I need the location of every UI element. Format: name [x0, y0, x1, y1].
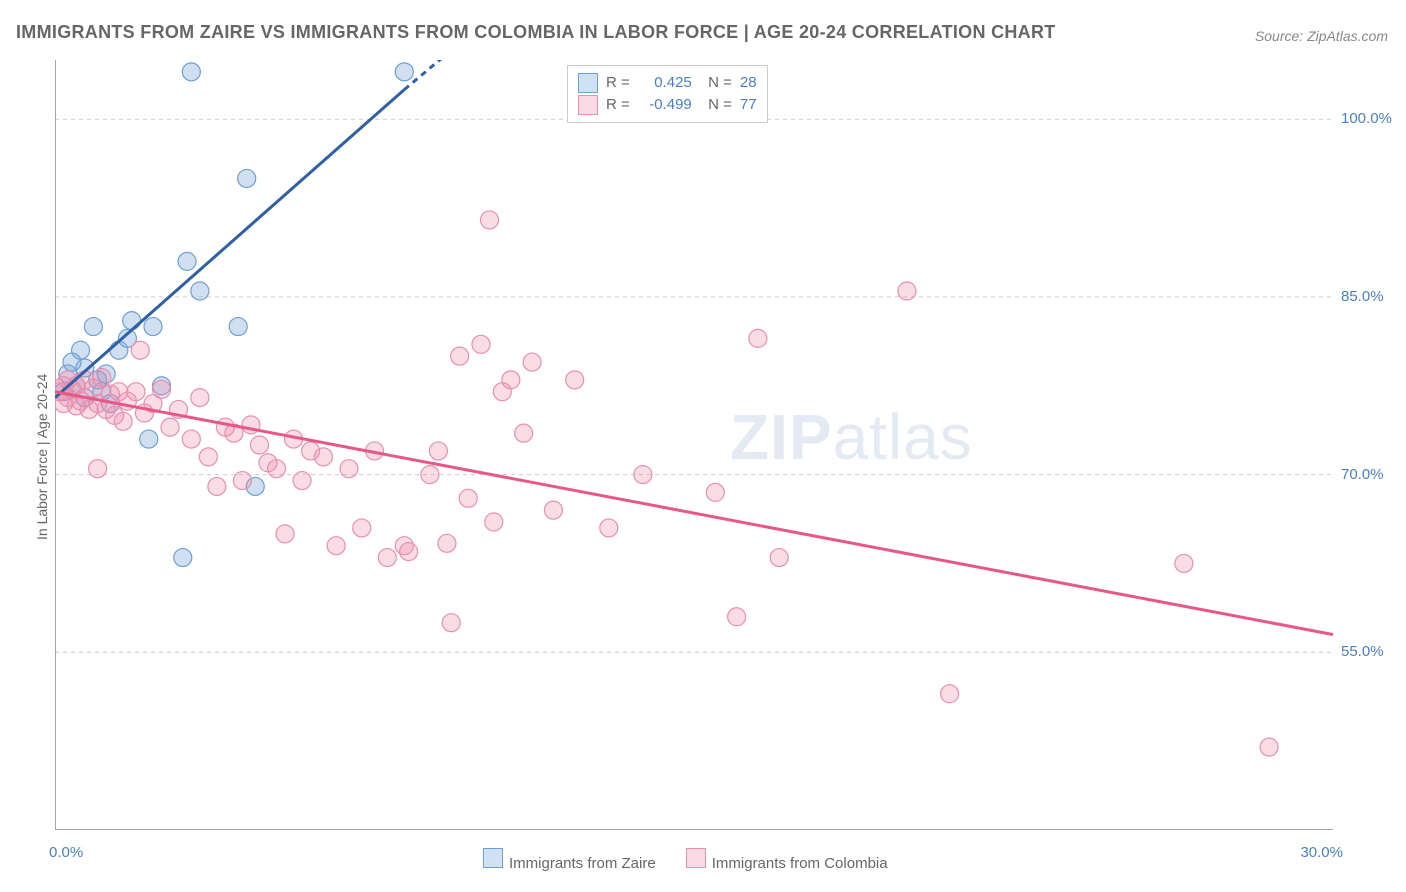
r-label: R =: [606, 94, 630, 116]
n-label: N =: [700, 94, 732, 116]
r-value-colombia: -0.499: [638, 94, 692, 116]
x-tick-label: 30.0%: [1283, 844, 1343, 861]
swatch-colombia-icon: [686, 848, 706, 868]
n-value-colombia: 77: [740, 94, 757, 116]
n-value-zaire: 28: [740, 72, 757, 94]
correlation-legend: R = 0.425 N = 28 R = -0.499 N = 77: [567, 65, 768, 123]
r-label: R =: [606, 72, 630, 94]
scatter-plot: [55, 60, 1333, 830]
swatch-colombia-icon: [578, 95, 598, 115]
y-axis-label: In Labor Force | Age 20-24: [34, 374, 50, 540]
legend-label-colombia: Immigrants from Colombia: [712, 855, 888, 872]
chart-title: IMMIGRANTS FROM ZAIRE VS IMMIGRANTS FROM…: [16, 22, 1056, 43]
legend-label-zaire: Immigrants from Zaire: [509, 855, 656, 872]
source-link[interactable]: Source: ZipAtlas.com: [1255, 28, 1388, 44]
x-tick-label: 0.0%: [49, 844, 83, 861]
y-tick-label: 70.0%: [1341, 466, 1384, 483]
y-tick-label: 85.0%: [1341, 288, 1384, 305]
y-tick-label: 55.0%: [1341, 643, 1384, 660]
swatch-zaire-icon: [578, 73, 598, 93]
y-tick-label: 100.0%: [1341, 110, 1392, 127]
n-label: N =: [700, 72, 732, 94]
swatch-zaire-icon: [483, 848, 503, 868]
r-value-zaire: 0.425: [638, 72, 692, 94]
series-legend: Immigrants from Zaire Immigrants from Co…: [483, 848, 888, 872]
